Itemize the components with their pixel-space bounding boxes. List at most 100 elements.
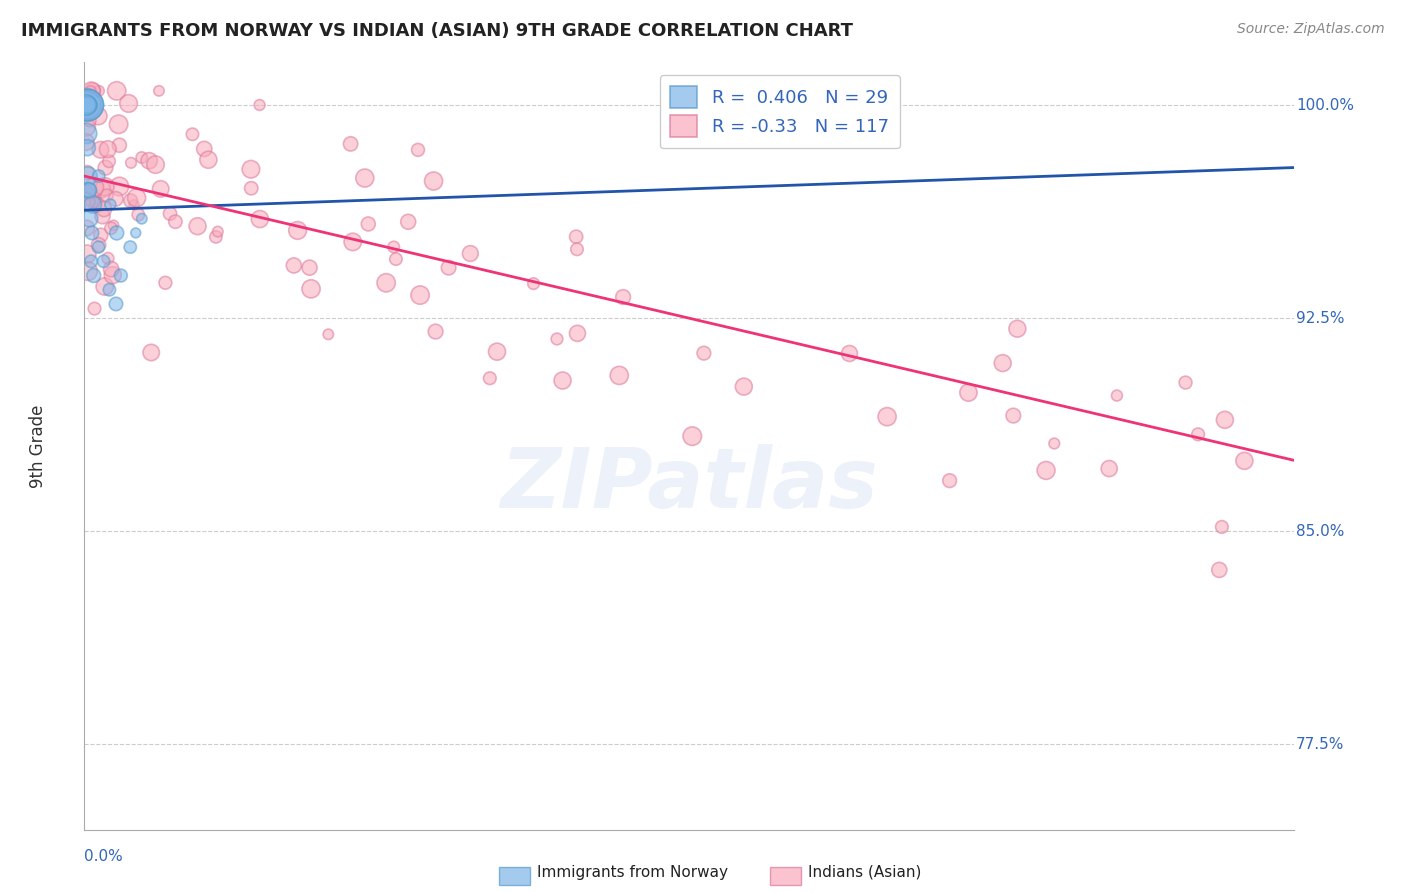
Point — [1007, 322, 1029, 336]
Text: ZIPatlas: ZIPatlas — [501, 444, 877, 524]
Point — [693, 346, 716, 360]
Point — [460, 246, 482, 260]
Point — [82, 194, 104, 208]
Point — [1098, 461, 1121, 475]
Point — [733, 379, 755, 393]
Point — [94, 179, 117, 194]
Point — [117, 96, 139, 111]
Point — [239, 162, 262, 177]
Point — [87, 237, 110, 252]
Point — [83, 268, 105, 283]
Point — [107, 117, 129, 131]
Point — [76, 165, 98, 179]
Point — [75, 135, 97, 149]
Point — [101, 268, 124, 282]
Point — [991, 356, 1014, 370]
Point — [76, 141, 98, 155]
Text: Immigrants from Norway: Immigrants from Norway — [537, 865, 728, 880]
Point — [79, 113, 101, 128]
Point — [1233, 454, 1256, 468]
Point — [565, 229, 588, 244]
Point — [76, 127, 98, 141]
Point — [283, 259, 305, 273]
Point — [90, 182, 112, 196]
Point — [876, 409, 898, 424]
Point — [103, 219, 125, 233]
Point — [207, 225, 229, 239]
Point — [77, 98, 100, 112]
Point — [298, 260, 321, 275]
Point — [125, 191, 148, 205]
Point — [138, 153, 160, 168]
Point — [94, 161, 117, 175]
Point — [76, 98, 98, 112]
Text: 85.0%: 85.0% — [1296, 524, 1344, 539]
Point — [155, 276, 177, 290]
Point — [79, 211, 101, 226]
Point — [89, 143, 111, 157]
Point — [87, 109, 110, 123]
Point — [165, 215, 187, 229]
Point — [87, 169, 110, 183]
Point — [149, 182, 172, 196]
Legend: R =  0.406   N = 29, R = -0.33   N = 117: R = 0.406 N = 29, R = -0.33 N = 117 — [659, 75, 900, 148]
Point — [838, 346, 860, 360]
Point — [1002, 409, 1025, 423]
Point — [1211, 520, 1233, 534]
Point — [396, 215, 419, 229]
Text: 0.0%: 0.0% — [84, 849, 124, 863]
Point — [86, 198, 108, 212]
Point — [187, 219, 209, 234]
Point — [87, 240, 110, 254]
Point — [80, 226, 103, 240]
Point — [76, 98, 98, 112]
Point — [93, 279, 115, 293]
Point — [318, 327, 340, 342]
Point — [83, 180, 105, 194]
Point — [76, 98, 98, 112]
Point — [1187, 427, 1209, 442]
Point — [77, 183, 100, 197]
Point — [80, 84, 103, 98]
Point — [108, 179, 131, 194]
Point — [80, 84, 103, 98]
Point — [565, 242, 588, 256]
Point — [75, 120, 97, 134]
Point — [104, 192, 127, 206]
Point — [193, 142, 215, 156]
Text: 100.0%: 100.0% — [1296, 97, 1354, 112]
Point — [197, 153, 219, 167]
Point — [80, 254, 103, 268]
Text: 77.5%: 77.5% — [1296, 737, 1344, 752]
Point — [75, 98, 97, 112]
Point — [87, 84, 110, 98]
Point — [437, 260, 460, 275]
Point — [104, 297, 127, 311]
Point — [96, 188, 118, 202]
Point — [100, 221, 122, 235]
Point — [551, 374, 574, 388]
Point — [105, 84, 128, 98]
Point — [938, 474, 960, 488]
Point — [82, 84, 104, 98]
Text: 92.5%: 92.5% — [1296, 310, 1344, 326]
Point — [98, 154, 121, 169]
Point — [75, 194, 97, 209]
Point — [478, 371, 501, 385]
Point — [1213, 413, 1236, 427]
Point — [105, 226, 128, 240]
Point — [83, 301, 105, 316]
Point — [205, 230, 228, 244]
Text: IMMIGRANTS FROM NORWAY VS INDIAN (ASIAN) 9TH GRADE CORRELATION CHART: IMMIGRANTS FROM NORWAY VS INDIAN (ASIAN)… — [21, 22, 853, 40]
Text: Indians (Asian): Indians (Asian) — [808, 865, 922, 880]
Point — [546, 332, 568, 346]
Point — [1035, 463, 1057, 477]
Point — [299, 282, 322, 296]
Point — [342, 235, 364, 249]
Point — [77, 98, 100, 112]
Point — [339, 136, 361, 151]
Point — [93, 254, 115, 268]
Point — [100, 262, 122, 277]
Point — [240, 181, 263, 195]
Point — [681, 429, 703, 443]
